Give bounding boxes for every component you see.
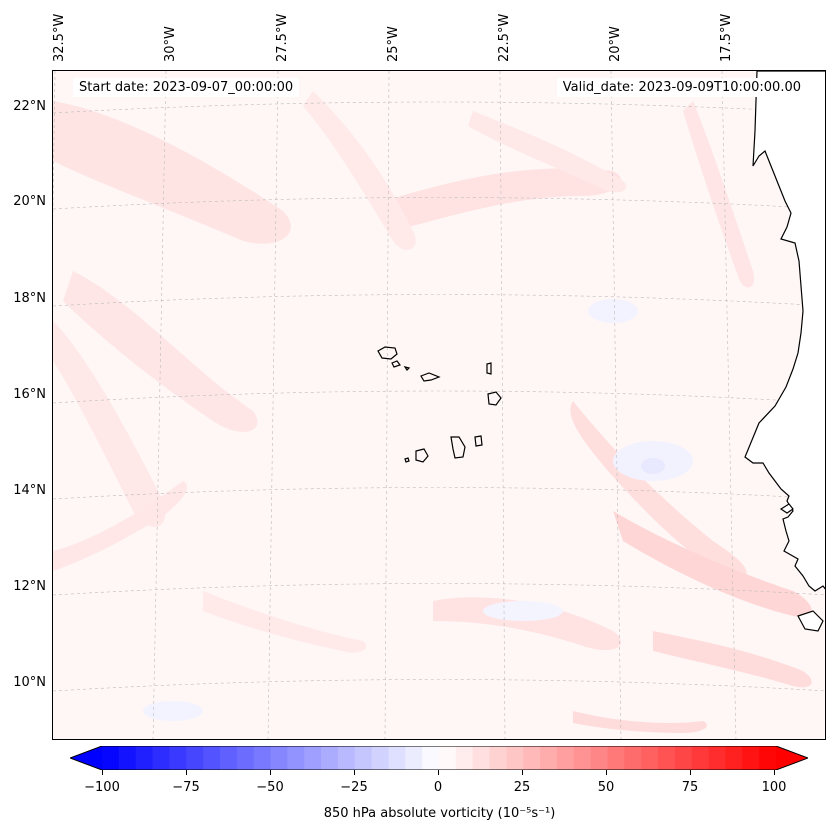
- island-sao-vicente: [391, 360, 401, 368]
- colorbar-tick-mark: [438, 770, 439, 775]
- colorbar-tick-label: −75: [172, 780, 200, 795]
- colorbar-tick-mark: [102, 770, 103, 775]
- colorbar-bin: [186, 746, 204, 770]
- colorbar-bin: [472, 746, 491, 770]
- colorbar-label: 850 hPa absolute vorticity (10⁻⁵s⁻¹): [323, 806, 556, 821]
- colorbar-bin: [759, 746, 777, 770]
- colorbar-bin: [540, 746, 558, 770]
- colorbar-bin: [371, 746, 389, 770]
- colorbar-bin: [203, 746, 221, 770]
- lat-label-12n: 12°N: [13, 579, 46, 594]
- colorbar-bin: [489, 746, 507, 770]
- west-african-coastline: [744, 71, 825, 632]
- valid-date-annotation: Valid_date: 2023-09-09T10:00:00.00: [556, 78, 807, 97]
- colorbar-bin: [321, 746, 339, 770]
- colorbar-tick-mark: [690, 770, 691, 775]
- colorbar-tick-mark: [354, 770, 355, 775]
- colorbar-bin: [152, 746, 170, 770]
- lon-label-30w: 30°W: [163, 26, 178, 62]
- island-brava: [404, 457, 410, 463]
- colorbar-extend-high: [776, 746, 808, 770]
- colorbar-tick-mark: [270, 770, 271, 775]
- colorbar-bin: [590, 746, 608, 770]
- island-santiago: [450, 436, 466, 459]
- lon-label-20w: 20°W: [608, 26, 623, 62]
- colorbar-tick-label: −25: [340, 780, 368, 795]
- lon-label-27-5w: 27.5°W: [275, 13, 290, 62]
- colorbar-bin: [337, 746, 356, 770]
- colorbar-bin: [422, 746, 440, 770]
- island-boa-vista: [487, 391, 502, 406]
- colorbar: [70, 746, 808, 770]
- colorbar-bin: [742, 746, 760, 770]
- colorbar-tick-mark: [606, 770, 607, 775]
- colorbar-tick-label: 100: [761, 780, 787, 795]
- lon-label-17-5w: 17.5°W: [719, 13, 734, 62]
- colorbar-bin: [287, 746, 305, 770]
- colorbar-bin: [523, 746, 541, 770]
- lon-label-32-5w: 32.5°W: [52, 13, 67, 62]
- colorbar-tick-label: 50: [597, 780, 615, 795]
- colorbar-tick-label: 75: [681, 780, 699, 795]
- lat-label-16n: 16°N: [13, 387, 46, 402]
- island-sal: [486, 362, 492, 375]
- colorbar-bin: [118, 746, 137, 770]
- colorbar-bin: [253, 746, 271, 770]
- colorbar-gradient: [70, 746, 808, 770]
- start-date-annotation: Start date: 2023-09-07_00:00:00: [73, 78, 300, 97]
- island-sao-nicolau: [420, 372, 441, 382]
- colorbar-bin: [506, 746, 524, 770]
- lon-label-22-5w: 22.5°W: [497, 13, 512, 62]
- colorbar-bin: [405, 746, 423, 770]
- island-fogo: [415, 448, 429, 463]
- colorbar-tick-mark: [522, 770, 523, 775]
- colorbar-bin: [573, 746, 592, 770]
- colorbar-bin: [236, 746, 255, 770]
- colorbar-bin: [169, 746, 187, 770]
- colorbar-tick-label: −100: [84, 780, 120, 795]
- colorbar-bin: [641, 746, 659, 770]
- lat-label-10n: 10°N: [13, 675, 46, 690]
- colorbar-tick-mark: [774, 770, 775, 775]
- colorbar-bin: [556, 746, 575, 770]
- colorbar-bin: [219, 746, 238, 770]
- colorbar-tick-label: 25: [513, 780, 531, 795]
- colorbar-bin: [708, 746, 726, 770]
- colorbar-tick-mark: [186, 770, 187, 775]
- colorbar-bin: [658, 746, 676, 770]
- graticule: [53, 71, 825, 739]
- colorbar-bin: [388, 746, 406, 770]
- island-santa-luzia: [403, 366, 411, 371]
- colorbar-bin: [624, 746, 642, 770]
- colorbar-extend-low: [70, 746, 102, 770]
- colorbar-bin: [354, 746, 373, 770]
- lat-label-18n: 18°N: [13, 291, 46, 306]
- lon-label-25w: 25°W: [386, 26, 401, 62]
- colorbar-bin: [304, 746, 322, 770]
- colorbar-bin: [102, 746, 120, 770]
- lat-label-22n: 22°N: [13, 99, 46, 114]
- colorbar-bin: [439, 746, 457, 770]
- cape-verde-islands: [377, 346, 502, 463]
- colorbar-tick-label: −50: [256, 780, 284, 795]
- colorbar-bin: [691, 746, 710, 770]
- colorbar-bin: [135, 746, 154, 770]
- vorticity-field: [53, 71, 825, 739]
- colorbar-tick-label: 0: [433, 780, 443, 795]
- island-maio: [474, 435, 483, 447]
- colorbar-bin: [455, 746, 474, 770]
- colorbar-bin: [607, 746, 625, 770]
- lat-label-20n: 20°N: [13, 194, 46, 209]
- colorbar-bin: [674, 746, 693, 770]
- colorbar-bin: [725, 746, 743, 770]
- colorbar-bin: [270, 746, 288, 770]
- vorticity-shading: [53, 91, 812, 733]
- map-panel[interactable]: Start date: 2023-09-07_00:00:00 Valid_da…: [52, 70, 826, 740]
- island-santo-antao: [377, 346, 398, 360]
- lat-label-14n: 14°N: [13, 483, 46, 498]
